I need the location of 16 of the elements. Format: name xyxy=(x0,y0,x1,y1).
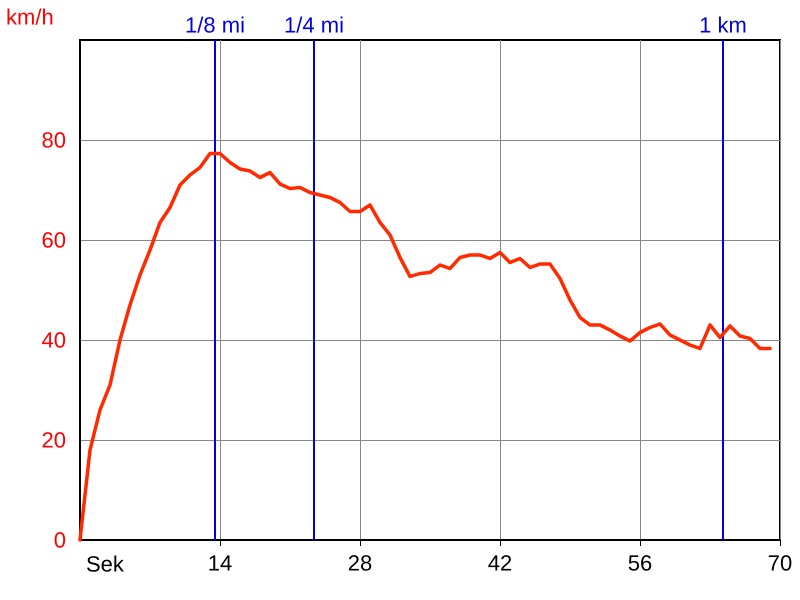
x-axis-title: Sek xyxy=(86,552,125,576)
x-tick-label: 42 xyxy=(488,550,512,576)
y-tick-label: 40 xyxy=(42,328,66,352)
ref-line-label: 1 km xyxy=(699,12,747,38)
ref-line-label: 1/8 mi xyxy=(185,12,245,38)
x-tick-label: 28 xyxy=(348,550,372,576)
y-axis-title: km/h xyxy=(6,4,54,30)
y-tick-label: 0 xyxy=(54,528,66,552)
line-series xyxy=(78,152,772,542)
x-tick-label: 70 xyxy=(768,550,792,576)
y-tick-label: 80 xyxy=(42,128,66,152)
x-tick-label: 14 xyxy=(208,550,232,576)
x-tick-label: 56 xyxy=(628,550,652,576)
ref-line-label: 1/4 mi xyxy=(284,12,344,38)
y-tick-label: 60 xyxy=(42,228,66,252)
y-tick-label: 20 xyxy=(42,428,66,452)
